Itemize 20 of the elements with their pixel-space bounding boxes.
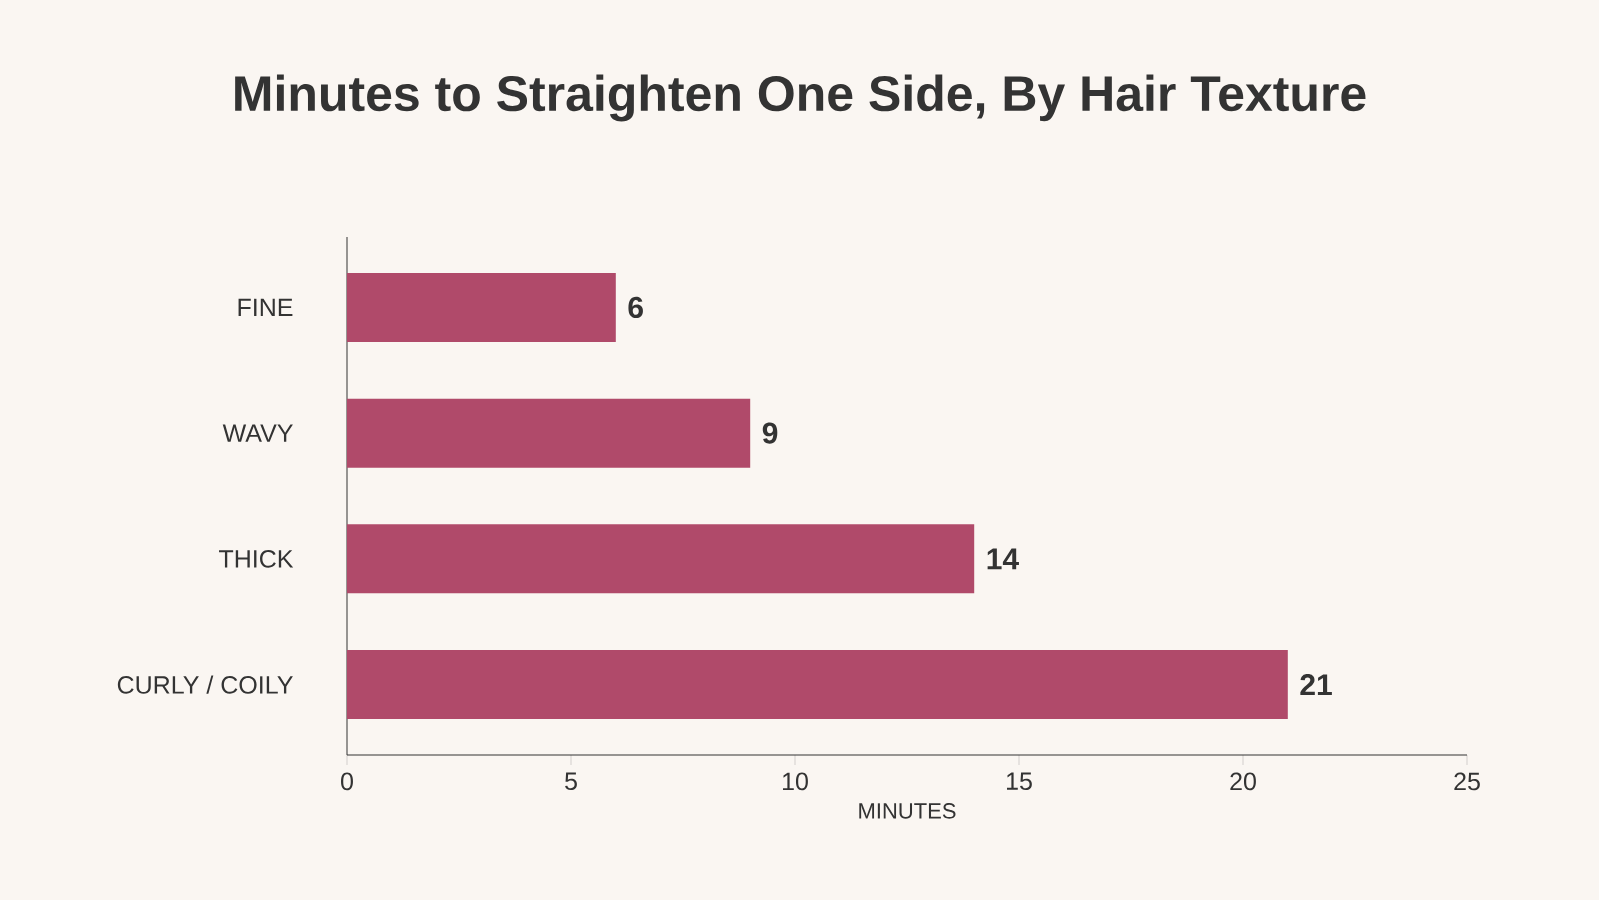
y-tick-label: WAVY [222, 424, 293, 442]
y-tick-label: FINE [238, 298, 293, 317]
y-tick-label: THICK [219, 550, 294, 568]
x-tick-label: 10 [783, 772, 808, 791]
data-label: 14 [987, 548, 1019, 570]
data-label: 6 [628, 296, 643, 319]
data-label: 21 [1300, 674, 1332, 696]
bar [347, 398, 751, 468]
data-label: 9 [762, 422, 778, 444]
bar [347, 272, 616, 342]
x-axis-title: MINUTES [859, 803, 956, 819]
x-tick-label: 15 [1007, 772, 1032, 790]
x-tick-label: 25 [1454, 772, 1480, 791]
y-tick-label: CURLY / COILY [117, 675, 293, 694]
chart-title: Minutes to Straighten One Side, By Hair Texture [235, 74, 1366, 122]
bar [347, 524, 975, 594]
x-tick-label: 0 [341, 772, 353, 791]
x-tick-label: 5 [565, 772, 577, 790]
x-tick-label: 20 [1230, 772, 1256, 791]
bar [347, 650, 1288, 720]
